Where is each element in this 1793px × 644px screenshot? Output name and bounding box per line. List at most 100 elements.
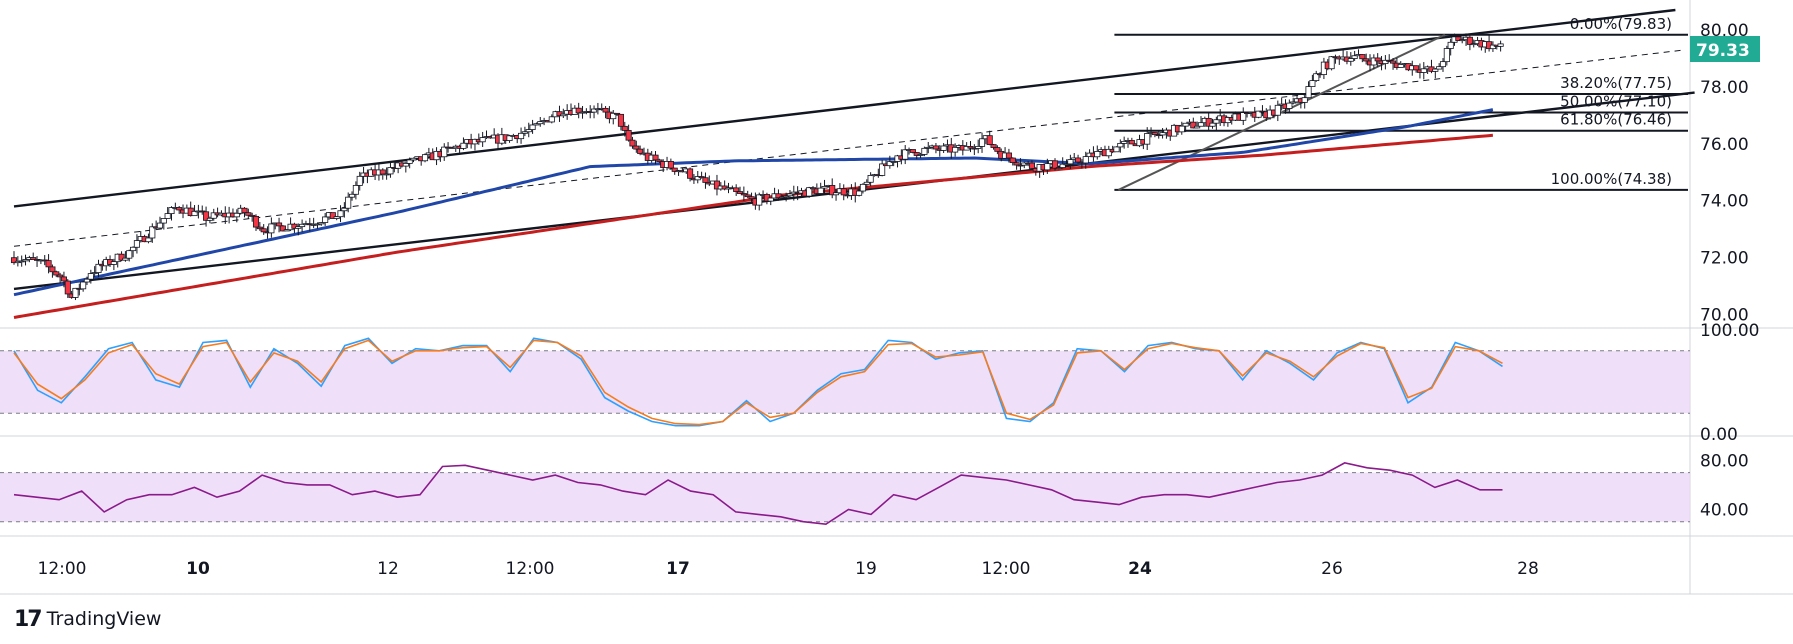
candle-body: [1347, 58, 1354, 62]
candle-body: [299, 223, 306, 228]
candle-body: [133, 240, 140, 248]
candle-body: [1413, 65, 1420, 71]
candle-body: [1439, 61, 1447, 68]
candle-body: [1197, 122, 1205, 127]
last-price-badge: [1690, 36, 1760, 63]
candle-body: [1432, 68, 1439, 72]
candle-body: [921, 147, 928, 155]
candle-body: [22, 259, 29, 262]
candle-body: [821, 185, 828, 189]
candle-body: [164, 213, 171, 219]
candle-body: [986, 135, 993, 145]
candle-body: [687, 168, 694, 179]
candle-body: [60, 276, 67, 282]
candle-body: [383, 173, 390, 176]
time-tick-label: 12:00: [506, 559, 555, 579]
candle-body: [1290, 101, 1297, 104]
time-tick-label: 10: [186, 559, 210, 579]
candle-body: [809, 187, 817, 190]
candle-body: [879, 163, 886, 176]
candle-body: [1190, 121, 1197, 129]
candle-body: [1370, 57, 1377, 66]
candle-body: [990, 144, 997, 148]
candle-body: [733, 187, 740, 192]
candle-body: [867, 175, 874, 183]
fib-level-label: 61.80%(76.46): [1560, 111, 1672, 129]
candle-body: [206, 217, 213, 221]
candle-body: [806, 187, 813, 197]
candle-body: [1466, 36, 1473, 45]
oscillator-lines: [13, 337, 1503, 526]
candle-body: [978, 138, 986, 147]
candle-body: [479, 137, 486, 143]
candle-body: [1305, 86, 1312, 99]
candle-body: [72, 287, 79, 298]
candle-body: [441, 146, 448, 158]
candle-body: [1051, 160, 1059, 169]
candle-body: [1117, 142, 1124, 148]
tradingview-logo[interactable]: 17 TradingView: [14, 606, 161, 632]
candle-body: [379, 169, 386, 175]
candle-body: [245, 212, 252, 216]
candle-body: [1105, 148, 1112, 157]
candle-body: [617, 113, 624, 127]
last-price-label: 79.33: [1696, 41, 1750, 61]
candle-body: [352, 185, 359, 195]
candle-body: [1328, 56, 1335, 70]
candle-body: [341, 207, 348, 212]
price-tick-label: 70.00: [1700, 306, 1749, 326]
candle-body: [775, 193, 782, 199]
candle-body: [45, 260, 52, 268]
candle-body: [1075, 157, 1082, 163]
candle-body: [913, 152, 920, 156]
candle-body: [621, 125, 628, 131]
candle-body: [859, 183, 866, 192]
candle-body: [1082, 156, 1089, 164]
candle-body: [1063, 163, 1070, 166]
candle-body: [80, 281, 87, 290]
candle-body: [637, 148, 644, 154]
candle-body: [506, 135, 513, 141]
candle-body: [1013, 162, 1020, 166]
candle-body: [387, 167, 394, 175]
price-tick-label: 78.00: [1700, 78, 1749, 98]
candle-body: [30, 257, 37, 260]
candle-body: [160, 218, 167, 224]
candle-body: [1390, 60, 1397, 64]
candle-body: [521, 131, 528, 134]
candle-body: [122, 257, 129, 261]
candle-body: [1028, 162, 1036, 169]
time-tick-label: 12:00: [38, 559, 87, 579]
candle-body: [1194, 125, 1201, 129]
candle-body: [1159, 132, 1166, 136]
candle-body: [1497, 43, 1504, 47]
candle-body: [952, 146, 959, 153]
rsi-band: [0, 472, 1690, 522]
candle-body: [817, 187, 824, 194]
candle-body: [168, 207, 175, 215]
candle-body: [829, 184, 836, 196]
candle-body: [533, 123, 540, 126]
candle-body: [268, 223, 275, 234]
price-tick-label: 76.00: [1700, 135, 1749, 155]
candle-body: [345, 196, 352, 209]
candle-body: [1309, 80, 1316, 87]
time-tick-label: 28: [1517, 559, 1539, 579]
fib-level-label: 0.00%(79.83): [1570, 15, 1672, 33]
candle-body: [1128, 140, 1135, 145]
candle-body: [614, 112, 621, 115]
candle-body: [786, 193, 793, 197]
candle-body: [1420, 68, 1427, 73]
candle-body: [1397, 63, 1404, 68]
candle-body: [671, 167, 678, 172]
candle-body: [1121, 140, 1128, 144]
moving-average-fast-line: [13, 108, 1494, 297]
tradingview-wordmark: TradingView: [46, 608, 162, 630]
candle-body: [279, 225, 286, 232]
candle-body: [694, 176, 701, 181]
candle-body: [1255, 110, 1262, 118]
candle-body: [191, 210, 198, 217]
candle-body: [176, 207, 183, 211]
candle-body: [18, 260, 25, 263]
stochastic-tick-label: 100.00: [1700, 321, 1759, 341]
